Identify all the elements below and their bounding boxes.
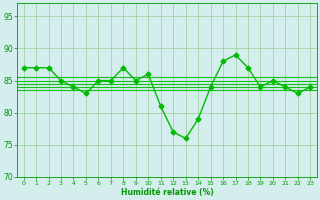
X-axis label: Humidité relative (%): Humidité relative (%) [121, 188, 213, 197]
